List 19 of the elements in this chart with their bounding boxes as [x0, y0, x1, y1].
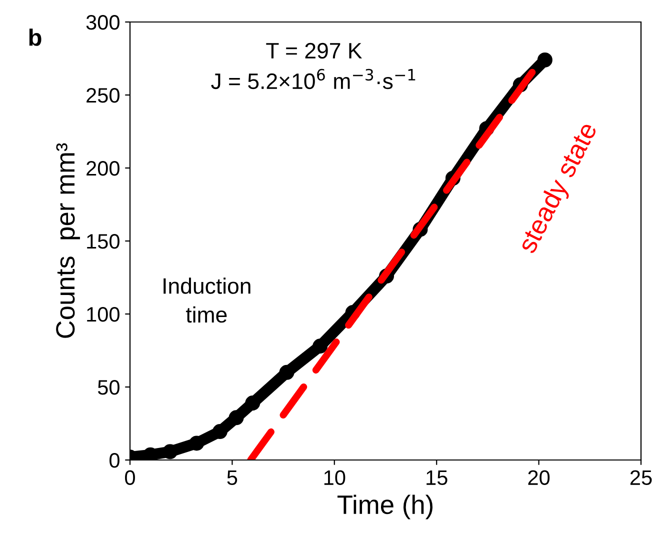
- x-tick-label: 5: [227, 470, 238, 486]
- y-tick-label: 200: [86, 161, 120, 176]
- annotation: J = 5.2×10$^{6}$ m$^{−3}$·s$^{−1}$: [211, 68, 416, 90]
- y-tick-label: 50: [98, 380, 120, 395]
- y-tick-label: 250: [86, 88, 120, 103]
- x-tick-label: 25: [630, 470, 652, 486]
- y-tick-label: 150: [87, 234, 120, 249]
- text: b: [29, 28, 42, 46]
- y-tick-label: 300: [86, 15, 120, 30]
- y-tick-label: 100: [87, 307, 120, 322]
- x-axis-title: Time (h): [337, 494, 432, 520]
- annotation: Induction time: [164, 278, 250, 323]
- y-axis-title: Counts per mm³: [56, 143, 80, 338]
- annotation: T = 297 K: [266, 42, 362, 59]
- x-tick-label: 15: [426, 470, 448, 486]
- x-tick-label: 20: [528, 470, 550, 486]
- y-tick-label: 0: [110, 453, 120, 468]
- x-tick-label: 10: [324, 470, 346, 486]
- x-tick-label: 0: [125, 470, 135, 486]
